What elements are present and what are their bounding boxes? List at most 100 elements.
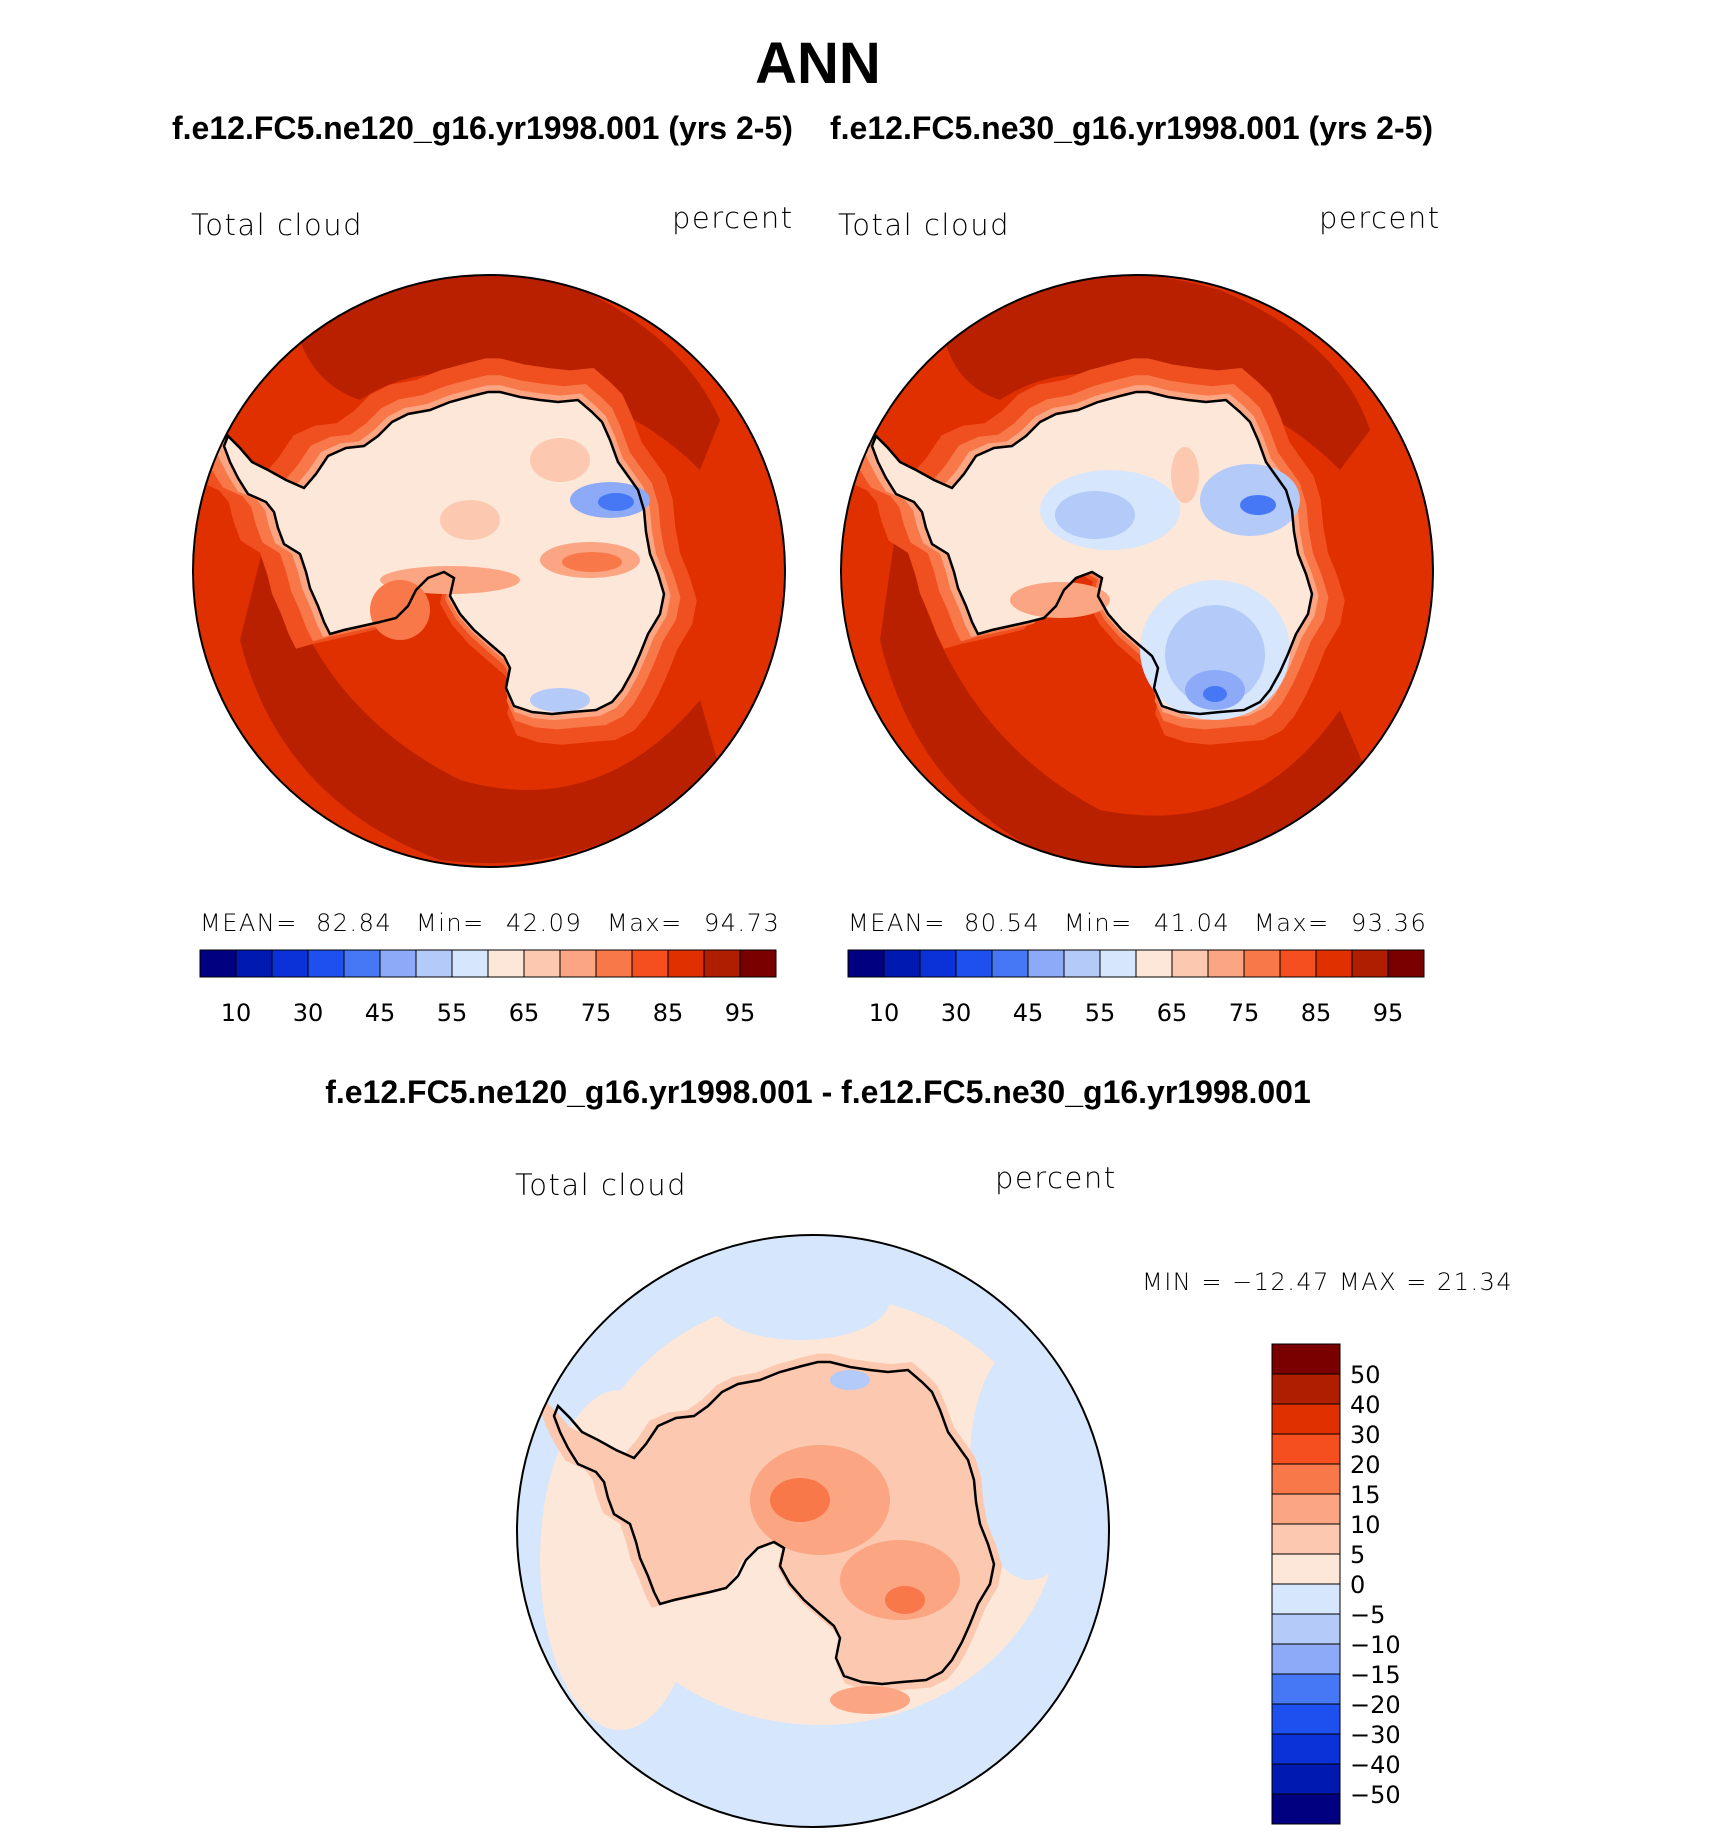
- left-colorbar-swatch: [667, 949, 705, 978]
- right-colorbar-swatch: [919, 949, 957, 978]
- left-colorbar: 10 30 45 55 65 75 85 95: [199, 949, 777, 1027]
- right-colorbar-swatch: [1207, 949, 1245, 978]
- diff-colorbar-swatch: [1271, 1433, 1341, 1465]
- left-max-value: 94.73: [704, 909, 781, 937]
- left-colorbar-swatch: [595, 949, 633, 978]
- right-colorbar-swatch: [883, 949, 921, 978]
- left-colorbar-tick-label: 45: [365, 999, 396, 1027]
- diff-colorbar-swatch: [1271, 1373, 1341, 1405]
- right-map: [841, 275, 1433, 867]
- right-colorbar-swatch: [1315, 949, 1353, 978]
- diff-colorbar-tick-label: 20: [1350, 1451, 1381, 1479]
- left-colorbar-swatch: [271, 949, 309, 978]
- left-colorbar-tick-label: 75: [581, 999, 612, 1027]
- right-colorbar-swatch: [1351, 949, 1389, 978]
- diff-colorbar-tick-label: 40: [1350, 1391, 1381, 1419]
- diff-case-title: f.e12.FC5.ne120_g16.yr1998.001 - f.e12.F…: [325, 1074, 1311, 1110]
- right-min-label: Min=: [1064, 909, 1133, 937]
- right-mean-value: 80.54: [964, 909, 1041, 937]
- right-case-title: f.e12.FC5.ne30_g16.yr1998.001 (yrs 2-5): [830, 110, 1434, 146]
- diff-colorbar-tick-label: 0: [1350, 1571, 1365, 1599]
- right-colorbar-tick-label: 55: [1085, 999, 1116, 1027]
- diff-units-label: percent: [995, 1161, 1117, 1195]
- left-colorbar-swatch: [523, 949, 561, 978]
- left-mean-value: 82.84: [316, 909, 393, 937]
- left-map: [193, 275, 785, 867]
- left-colorbar-tick-label: 85: [653, 999, 684, 1027]
- diff-colorbar-swatch: [1271, 1403, 1341, 1435]
- left-colorbar-swatch: [199, 949, 237, 978]
- left-variable-label: Total cloud: [191, 208, 363, 242]
- right-colorbar-swatch: [1243, 949, 1281, 978]
- diff-min-max-label: MIN = −12.47 MAX = 21.34: [1142, 1268, 1514, 1296]
- diff-colorbar-swatch: [1271, 1703, 1341, 1735]
- right-colorbar: 10 30 45 55 65 75 85 95: [847, 949, 1425, 1027]
- right-colorbar-swatch: [847, 949, 885, 978]
- diff-colorbar-tick-label: −20: [1350, 1691, 1401, 1719]
- left-max-label: Max=: [607, 909, 683, 937]
- right-colorbar-tick-label: 85: [1301, 999, 1332, 1027]
- right-colorbar-swatch: [991, 949, 1029, 978]
- left-colorbar-swatch: [379, 949, 417, 978]
- right-max-value: 93.36: [1351, 909, 1428, 937]
- left-colorbar-swatch: [415, 949, 453, 978]
- figure-title: ANN: [755, 31, 881, 96]
- right-min-value: 41.04: [1154, 909, 1231, 937]
- diff-colorbar-tick-label: −15: [1350, 1661, 1401, 1689]
- right-map-border: [840, 274, 1434, 868]
- diff-colorbar-tick-label: −5: [1350, 1601, 1385, 1629]
- left-colorbar-tick-label: 30: [293, 999, 324, 1027]
- diff-colorbar-swatch: [1271, 1763, 1341, 1795]
- right-colorbar-swatch: [1171, 949, 1209, 978]
- diff-colorbar-swatch: [1271, 1643, 1341, 1675]
- diff-variable-label: Total cloud: [515, 1168, 687, 1202]
- diff-colorbar-swatch: [1271, 1493, 1341, 1525]
- diff-colorbar-swatch: [1271, 1553, 1341, 1585]
- right-colorbar-tick-label: 95: [1373, 999, 1404, 1027]
- diff-colorbar-tick-label: −50: [1350, 1781, 1401, 1809]
- left-colorbar-swatch: [559, 949, 597, 978]
- left-units-label: percent: [672, 201, 794, 235]
- left-colorbar-swatch: [307, 949, 345, 978]
- diff-colorbar-tick-label: 15: [1350, 1481, 1381, 1509]
- left-colorbar-tick-label: 65: [509, 999, 540, 1027]
- diff-colorbar-tick-label: 5: [1350, 1541, 1365, 1569]
- diff-colorbar-swatch: [1271, 1673, 1341, 1705]
- left-colorbar-tick-label: 55: [437, 999, 468, 1027]
- right-colorbar-swatch: [1135, 949, 1173, 978]
- right-max-label: Max=: [1254, 909, 1330, 937]
- right-colorbar-tick-label: 30: [941, 999, 972, 1027]
- diff-colorbar-tick-label: 50: [1350, 1361, 1381, 1389]
- left-colorbar-swatch: [451, 949, 489, 978]
- diff-colorbar-swatch: [1271, 1583, 1341, 1615]
- diff-colorbar-tick-label: −40: [1350, 1751, 1401, 1779]
- diff-colorbar-tick-label: −10: [1350, 1631, 1401, 1659]
- left-colorbar-tick-label: 95: [725, 999, 756, 1027]
- left-min-value: 42.09: [506, 909, 583, 937]
- left-min-label: Min=: [416, 909, 485, 937]
- left-colorbar-swatch: [739, 949, 777, 978]
- diff-map-border: [516, 1234, 1110, 1828]
- right-colorbar-tick-label: 65: [1157, 999, 1188, 1027]
- left-colorbar-swatch: [343, 949, 381, 978]
- left-case-title: f.e12.FC5.ne120_g16.yr1998.001 (yrs 2-5): [172, 110, 793, 146]
- right-colorbar-swatch: [1279, 949, 1317, 978]
- diff-colorbar-swatch: [1271, 1343, 1341, 1375]
- left-colorbar-swatch: [703, 949, 741, 978]
- right-colorbar-swatch: [955, 949, 993, 978]
- right-colorbar-tick-label: 10: [869, 999, 900, 1027]
- diff-colorbar-swatch: [1271, 1463, 1341, 1495]
- left-mean-label: MEAN=: [200, 909, 298, 937]
- right-variable-label: Total cloud: [838, 208, 1010, 242]
- left-colorbar-swatch: [487, 949, 525, 978]
- right-colorbar-tick-label: 45: [1013, 999, 1044, 1027]
- right-colorbar-swatch: [1027, 949, 1065, 978]
- right-colorbar-tick-label: 75: [1229, 999, 1260, 1027]
- right-colorbar-swatch: [1387, 949, 1425, 978]
- diff-colorbar-swatch: [1271, 1523, 1341, 1555]
- right-colorbar-swatch: [1099, 949, 1137, 978]
- right-colorbar-swatch: [1063, 949, 1101, 978]
- diff-colorbar-swatch: [1271, 1613, 1341, 1645]
